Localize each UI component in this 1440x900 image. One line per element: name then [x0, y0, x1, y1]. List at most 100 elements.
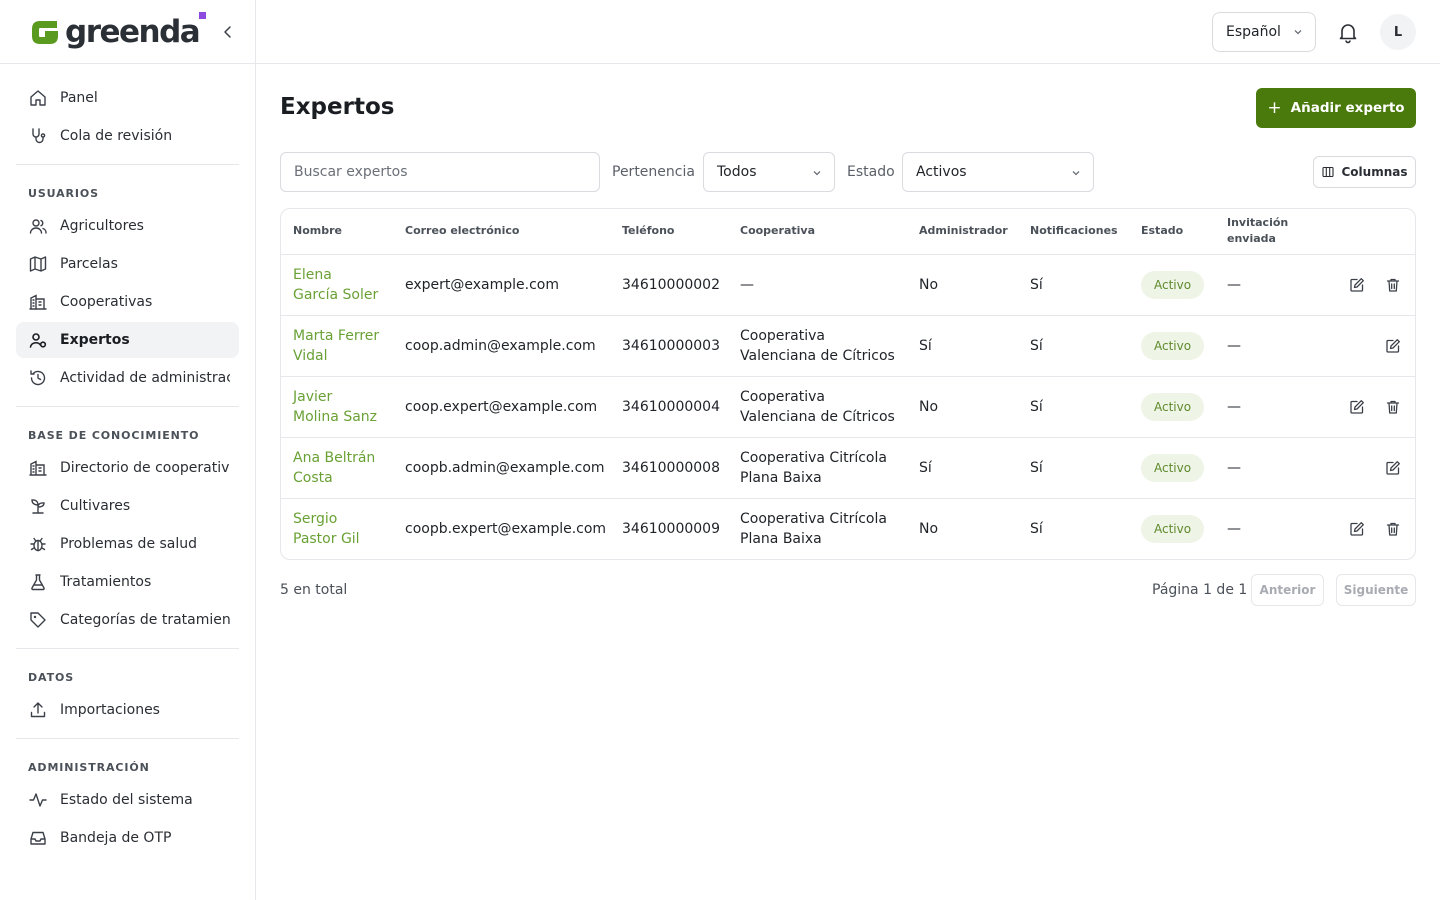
cell-notifications: Sí	[1018, 437, 1129, 499]
column-header-email[interactable]: Correo electrónico	[393, 209, 610, 255]
experts-table: Nombre Correo electrónico Teléfono Coope…	[280, 208, 1416, 560]
cell-notifications-value: Sí	[1030, 459, 1043, 476]
sidebar-item-label: Categorías de tratamiento	[60, 612, 230, 628]
cell-cooperative: Cooperativa Valenciana de Cítricos	[728, 376, 907, 438]
expert-name-link[interactable]: Sergio Pastor Gil	[293, 510, 360, 547]
add-expert-button[interactable]: + Añadir experto	[1256, 88, 1416, 128]
cell-admin-value: No	[919, 398, 939, 415]
notifications-bell-icon[interactable]	[1336, 20, 1360, 44]
edit-icon[interactable]	[1349, 399, 1365, 415]
next-page-button[interactable]: Siguiente	[1336, 574, 1416, 606]
cell-notifications-value: Sí	[1030, 276, 1043, 293]
cell-email-value: coop.expert@example.com	[405, 398, 598, 415]
building-icon	[28, 458, 48, 478]
cell-notifications-value: Sí	[1030, 398, 1043, 415]
history-icon	[28, 368, 48, 388]
activity-icon	[28, 790, 48, 810]
columns-icon	[1321, 166, 1334, 178]
table-row[interactable]: Marta Ferrer Vidal coop.admin@example.com…	[281, 315, 1415, 377]
delete-icon[interactable]	[1385, 277, 1401, 293]
cell-name: Marta Ferrer Vidal	[281, 315, 393, 377]
sidebar-item-label: Directorio de cooperativas	[60, 460, 230, 476]
sidebar-item-estado-del-sistema[interactable]: Estado del sistema	[16, 782, 239, 818]
status-filter-label: Estado	[847, 164, 895, 180]
column-header-admin[interactable]: Administrador	[907, 209, 1018, 255]
sidebar-item-importaciones[interactable]: Importaciones	[16, 692, 239, 728]
nav-group-title: DATOS	[28, 671, 75, 684]
cell-name: Elena García Soler	[281, 254, 393, 316]
cell-invitation-value: —	[1227, 520, 1241, 537]
column-header-notifications[interactable]: Notificaciones	[1018, 209, 1129, 255]
status-filter-value: Activos	[916, 164, 967, 180]
status-filter-select[interactable]: Activos	[902, 152, 1094, 192]
language-select[interactable]: Español	[1212, 12, 1316, 52]
collapse-sidebar-icon[interactable]	[220, 24, 236, 40]
column-header-invitation[interactable]: Invitación enviada	[1215, 209, 1307, 255]
cell-invitation-value: —	[1227, 398, 1241, 415]
table-row[interactable]: Ana Beltrán Costa coopb.admin@example.com…	[281, 437, 1415, 499]
columns-button[interactable]: Columnas	[1313, 156, 1416, 188]
sidebar-item-label: Cultivares	[60, 498, 131, 514]
table-row[interactable]: Javier Molina Sanz coop.expert@example.co…	[281, 376, 1415, 438]
logo[interactable]: greenda	[28, 11, 207, 50]
sidebar-item-agricultores[interactable]: Agricultores	[16, 208, 239, 244]
sidebar-item-categorías-de-tratamiento[interactable]: Categorías de tratamiento	[16, 602, 239, 638]
table-row[interactable]: Elena García Soler expert@example.com 3461…	[281, 254, 1415, 316]
sidebar-item-expertos[interactable]: Expertos	[16, 322, 239, 358]
expert-name-link[interactable]: Marta Ferrer Vidal	[293, 327, 380, 364]
filters-bar: Pertenencia Todos Estado Activos Columna…	[280, 152, 1416, 192]
cell-name: Ana Beltrán Costa	[281, 437, 393, 499]
delete-icon[interactable]	[1385, 399, 1401, 415]
expert-name-link[interactable]: Elena García Soler	[293, 266, 379, 303]
expert-name-link[interactable]: Ana Beltrán Costa	[293, 449, 376, 486]
users-icon	[28, 216, 48, 236]
sidebar-item-bandeja-de-otp[interactable]: Bandeja de OTP	[16, 820, 239, 856]
cell-status: Activo	[1129, 498, 1215, 559]
previous-page-button[interactable]: Anterior	[1251, 574, 1324, 606]
sidebar-item-cultivares[interactable]: Cultivares	[16, 488, 239, 524]
column-header-status[interactable]: Estado	[1129, 209, 1215, 255]
cell-phone-value: 34610000004	[622, 398, 720, 415]
membership-filter-select[interactable]: Todos	[703, 152, 835, 192]
edit-icon[interactable]	[1349, 521, 1365, 537]
home-icon	[28, 88, 48, 108]
sidebar-item-cooperativas[interactable]: Cooperativas	[16, 284, 239, 320]
edit-icon[interactable]	[1385, 338, 1401, 354]
sidebar-item-cola-de-revisión[interactable]: Cola de revisión	[16, 118, 239, 154]
cell-admin-value: Sí	[919, 337, 932, 354]
edit-icon[interactable]	[1349, 277, 1365, 293]
logo-row: greenda	[0, 0, 255, 64]
sidebar-item-actividad-de-administración[interactable]: Actividad de administración	[16, 360, 239, 396]
cell-admin: No	[907, 498, 1018, 559]
sidebar-item-tratamientos[interactable]: Tratamientos	[16, 564, 239, 600]
cell-name: Sergio Pastor Gil	[281, 498, 393, 559]
sidebar-item-problemas-de-salud[interactable]: Problemas de salud	[16, 526, 239, 562]
expert-name-link[interactable]: Javier Molina Sanz	[293, 388, 378, 425]
column-header-actions	[1307, 209, 1415, 255]
sidebar-item-label: Actividad de administración	[60, 370, 230, 386]
sidebar-item-label: Parcelas	[60, 256, 118, 272]
cell-admin: No	[907, 376, 1018, 438]
cell-cooperative: —	[728, 254, 907, 316]
search-input[interactable]	[280, 152, 600, 192]
column-header-phone[interactable]: Teléfono	[610, 209, 728, 255]
sidebar-nav: Panel Cola de revisión USUARIOS Agricultore…	[0, 64, 255, 866]
table-row[interactable]: Sergio Pastor Gil coopb.expert@example.co…	[281, 498, 1415, 559]
cell-name: Javier Molina Sanz	[281, 376, 393, 438]
row-actions	[1319, 338, 1405, 354]
sidebar-item-label: Problemas de salud	[60, 536, 198, 552]
sidebar-item-panel[interactable]: Panel	[16, 80, 239, 116]
nav-group: Panel Cola de revisión	[16, 64, 239, 165]
status-badge: Activo	[1141, 514, 1205, 543]
edit-icon[interactable]	[1385, 460, 1401, 476]
sidebar-item-directorio-de-cooperativas[interactable]: Directorio de cooperativas	[16, 450, 239, 486]
sidebar-item-parcelas[interactable]: Parcelas	[16, 246, 239, 282]
sidebar-item-label: Cooperativas	[60, 294, 153, 310]
column-header-name[interactable]: Nombre	[281, 209, 393, 255]
stethoscope-icon	[28, 126, 48, 146]
membership-filter-value: Todos	[717, 164, 757, 180]
avatar[interactable]: L	[1380, 14, 1416, 50]
column-header-cooperative[interactable]: Cooperativa	[728, 209, 907, 255]
delete-icon[interactable]	[1385, 521, 1401, 537]
page-title: Expertos	[280, 94, 395, 120]
